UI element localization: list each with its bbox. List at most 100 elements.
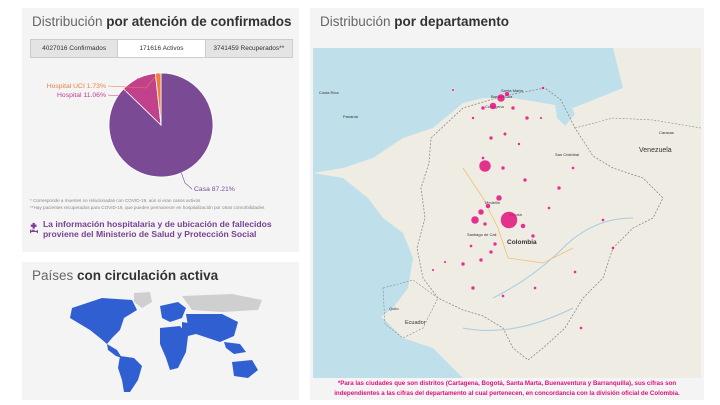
case-marker[interactable] [485,203,491,209]
label-colombia: Colombia [507,239,537,246]
case-marker[interactable] [470,215,480,225]
info-block: La información hospitalaria y de ubicaci… [30,219,295,239]
case-marker[interactable] [571,166,575,170]
paises-title-plain: Países [32,268,78,283]
case-marker[interactable] [477,208,485,216]
case-marker[interactable] [495,194,503,202]
departamento-panel: Distribución por departamento Venezuela … [310,8,704,400]
footnote-recuperados: **Hay pacientes recuperados para COVID-1… [30,205,265,210]
southeast-asia-shape [224,342,246,354]
case-marker[interactable] [502,131,507,136]
pie-leader-line [107,72,159,89]
tab-activos[interactable]: 171616 Activos [118,40,206,57]
case-marker[interactable] [541,86,545,90]
case-marker[interactable] [482,221,488,227]
case-marker[interactable] [488,249,494,255]
case-marker[interactable] [533,286,537,290]
status-tabs: 4027016 Confirmados 171616 Activos 37414… [30,39,293,58]
label-ecuador: Ecuador [405,320,426,326]
caribbean-sea [313,48,623,173]
pie-leader-line [181,172,193,190]
paises-title-bold: con circulación activa [77,268,219,283]
australia-shape [232,360,258,378]
case-marker[interactable] [520,223,526,229]
ecuador-border [382,279,439,339]
label-cali: Santiago de Cali [467,232,496,237]
lake-maracaibo [555,102,575,126]
road [507,247,574,264]
case-marker[interactable] [478,257,484,263]
label-san-cristobal: San Cristóbal [555,152,579,157]
case-marker[interactable] [524,115,530,121]
case-marker[interactable] [510,105,516,111]
case-marker[interactable] [500,165,506,171]
pie-label: Hospital UCI 1.73% [47,83,106,90]
middle-east-shape [182,322,196,336]
case-marker[interactable] [539,116,543,120]
case-marker[interactable] [500,211,518,229]
river [492,217,634,299]
distribution-title-plain: Distribución [32,14,107,29]
road [462,167,509,259]
label-panama: Panamá [343,114,359,119]
distribution-title: Distribución por atención de confirmados [32,14,292,29]
river [462,307,574,331]
case-marker[interactable] [478,159,492,173]
case-markers [431,86,615,330]
departamento-title-plain: Distribución [320,14,395,29]
paises-title: Países con circulación activa [32,268,218,283]
greenland-shape [134,292,152,308]
footnote-muertes: * Corresponde a muertes no relacionadas … [30,198,201,203]
case-marker[interactable] [489,102,497,110]
case-marker[interactable] [530,233,536,239]
colombia-border [416,87,664,361]
case-marker[interactable] [579,326,583,330]
case-marker[interactable] [522,177,528,183]
tab-confirmados[interactable]: 4027016 Confirmados [31,40,119,57]
case-marker[interactable] [470,285,476,291]
case-marker[interactable] [471,116,475,120]
case-marker[interactable] [504,91,510,97]
case-marker[interactable] [601,218,605,222]
case-marker[interactable] [481,156,485,160]
colombia-map[interactable]: Venezuela Colombia Ecuador Bogotá Medell… [313,48,701,378]
pacific-ocean [313,173,413,348]
case-marker[interactable] [517,142,521,146]
attention-pie-chart: Casa 87.21% Hospital 11.06% Hospital UCI 1… [47,72,235,193]
case-marker[interactable] [556,185,562,191]
russia-shape [182,294,262,312]
case-marker[interactable] [469,244,473,248]
pie-label: Hospital 11.06% [57,92,106,99]
hospital-bed-icon [30,222,38,234]
label-santa-marta: Santa Marta [501,88,524,93]
distribution-panel: Distribución por atención de confirmados… [22,8,299,252]
europe-shape [160,302,186,322]
distribution-title-bold: por atención de confirmados [106,14,292,29]
case-marker[interactable] [547,206,551,210]
pie-leader-line [107,78,139,97]
north-america-shape [70,298,137,344]
map-canvas[interactable]: Venezuela Colombia Ecuador Bogotá Medell… [313,48,701,378]
tab-recuperados[interactable]: 3741459 Recuperados** [213,45,285,52]
case-marker[interactable] [501,294,505,298]
case-marker[interactable] [573,270,577,274]
label-venezuela: Venezuela [639,147,672,154]
asia-shape [186,314,238,342]
case-marker[interactable] [488,135,494,141]
label-caracas: Caracas [659,130,674,135]
case-marker[interactable] [443,260,447,264]
case-marker[interactable] [451,88,455,92]
case-marker[interactable] [496,93,506,103]
case-marker[interactable] [431,268,435,272]
case-marker[interactable] [492,241,498,247]
case-marker[interactable] [480,105,486,111]
central-america-shape [107,344,122,358]
label-costa-rica: Costa Rica [319,90,339,95]
case-marker[interactable] [460,261,466,267]
pie-slice[interactable] [154,72,162,126]
district-note: *Para las ciudades que son distritos (Ca… [334,380,680,397]
case-marker[interactable] [611,246,615,250]
world-map [70,292,262,392]
south-america-shape [118,356,142,392]
departamento-title: Distribución por departamento [320,14,509,29]
